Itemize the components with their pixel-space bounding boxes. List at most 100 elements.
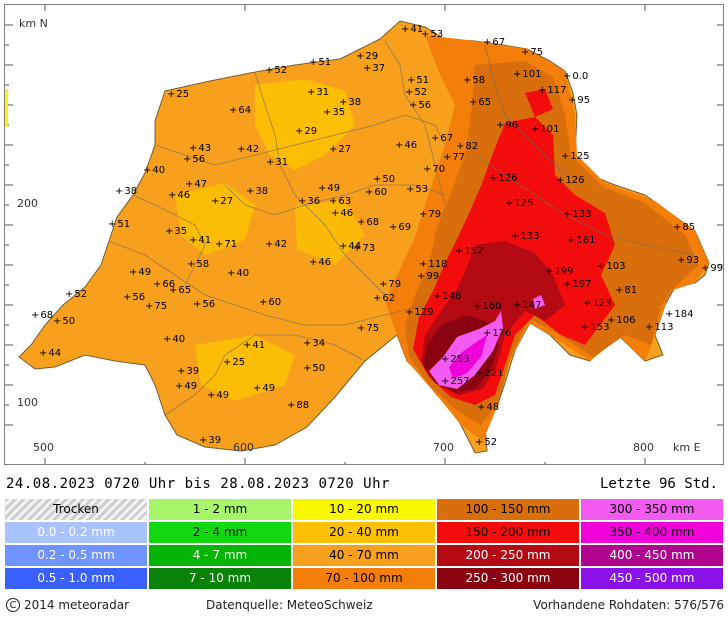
station-value: 153	[581, 323, 609, 333]
legend-item: 0.0 - 0.2 mm	[4, 521, 148, 544]
station-value: 75	[357, 324, 379, 334]
station-value: 51	[309, 58, 331, 68]
precipitation-map: km N 200 100 500 600 700 800 km E 415367…	[4, 4, 724, 465]
station-value: 49	[318, 184, 340, 194]
station-value: 37	[363, 64, 385, 74]
station-value: 53	[406, 185, 428, 195]
station-value: 69	[389, 223, 411, 233]
station-value: 63	[329, 197, 351, 207]
station-value: 68	[357, 218, 379, 228]
station-value: 253	[441, 355, 469, 365]
station-value: 49	[253, 384, 275, 394]
station-value: 70	[423, 165, 445, 175]
station-value: 39	[177, 367, 199, 377]
station-value: 41	[189, 236, 211, 246]
station-value: 199	[545, 267, 573, 277]
station-value: 77	[443, 153, 465, 163]
station-value: 88	[287, 401, 309, 411]
station-value: 147	[513, 301, 541, 311]
x-tick-600: 600	[233, 441, 254, 454]
station-value: 152	[455, 247, 483, 257]
y-tick-200: 200	[17, 197, 38, 210]
station-value: 65	[469, 98, 491, 108]
station-value: 49	[129, 268, 151, 278]
legend-item: Trocken	[4, 498, 148, 521]
station-value: 73	[353, 244, 375, 254]
station-value: 41	[401, 25, 423, 35]
station-value: 31	[266, 158, 288, 168]
station-value: 93	[677, 256, 699, 266]
station-value: 96	[496, 121, 518, 131]
x-tick-700: 700	[433, 441, 454, 454]
legend-item: 200 - 250 mm	[436, 544, 580, 567]
legend-item: 150 - 200 mm	[436, 521, 580, 544]
station-value: 160	[473, 302, 501, 312]
station-value: 85	[673, 223, 695, 233]
station-value: 68	[31, 311, 53, 321]
station-value: 129	[405, 308, 433, 318]
station-value: 50	[373, 175, 395, 185]
legend-item: 250 - 300 mm	[436, 567, 580, 590]
station-value: 49	[175, 382, 197, 392]
station-value: 52	[265, 66, 287, 76]
caption-row: 24.08.2023 0720 Uhr bis 28.08.2023 0720 …	[0, 476, 728, 498]
station-value: 43	[189, 144, 211, 154]
station-value: 58	[463, 76, 485, 86]
station-value: 25	[167, 90, 189, 100]
station-value: 71	[215, 240, 237, 250]
station-value: 99	[701, 264, 723, 274]
station-value: 38	[339, 98, 361, 108]
station-value: 27	[329, 145, 351, 155]
station-value: 126	[556, 176, 584, 186]
legend-item: 70 - 100 mm	[292, 567, 436, 590]
station-value: 79	[379, 280, 401, 290]
station-value: 25	[223, 358, 245, 368]
station-value: 113	[645, 323, 673, 333]
station-value: 42	[265, 240, 287, 250]
station-value: 51	[108, 220, 130, 230]
station-value: 35	[165, 227, 187, 237]
station-value: 67	[483, 38, 505, 48]
station-value: 125	[505, 199, 533, 209]
station-value: 0.0	[563, 72, 588, 82]
station-value: 118	[419, 260, 447, 270]
y-axis-label: km N	[19, 17, 48, 30]
legend-item: 300 - 350 mm	[580, 498, 724, 521]
station-value: 79	[419, 210, 441, 220]
station-value: 221	[475, 369, 503, 379]
station-value: 56	[409, 101, 431, 111]
station-value: 46	[168, 191, 190, 201]
data-source: Datenquelle: MeteoSchweiz	[206, 598, 373, 612]
station-value: 99	[417, 272, 439, 282]
station-value: 27	[211, 197, 233, 207]
station-value: 133	[511, 232, 539, 242]
station-value: 62	[373, 294, 395, 304]
station-value: 75	[145, 302, 167, 312]
station-value: 39	[199, 436, 221, 446]
station-value: 176	[483, 329, 511, 339]
copyright-icon: C	[6, 598, 20, 612]
x-axis-label: km E	[673, 441, 701, 454]
station-value: 40	[163, 335, 185, 345]
station-value: 161	[567, 236, 595, 246]
x-tick-500: 500	[33, 441, 54, 454]
window-caption: Letzte 96 Std.	[599, 476, 718, 492]
station-value: 42	[237, 145, 259, 155]
station-value: 117	[538, 86, 566, 96]
station-value: 101	[531, 125, 559, 135]
station-value: 38	[115, 187, 137, 197]
station-value: 60	[259, 298, 281, 308]
legend-item: 400 - 450 mm	[580, 544, 724, 567]
station-value: 41	[243, 341, 265, 351]
copyright: C 2014 meteoradar	[6, 598, 129, 612]
station-value: 38	[246, 187, 268, 197]
legend-item: 10 - 20 mm	[292, 498, 436, 521]
raw-data-count: Vorhandene Rohdaten: 576/576	[533, 598, 724, 612]
station-value: 40	[227, 269, 249, 279]
legend-item: 350 - 400 mm	[580, 521, 724, 544]
map-canvas	[5, 5, 723, 464]
station-value: 67	[431, 134, 453, 144]
station-value: 146	[433, 292, 461, 302]
station-value: 60	[365, 188, 387, 198]
legend-item: 40 - 70 mm	[292, 544, 436, 567]
